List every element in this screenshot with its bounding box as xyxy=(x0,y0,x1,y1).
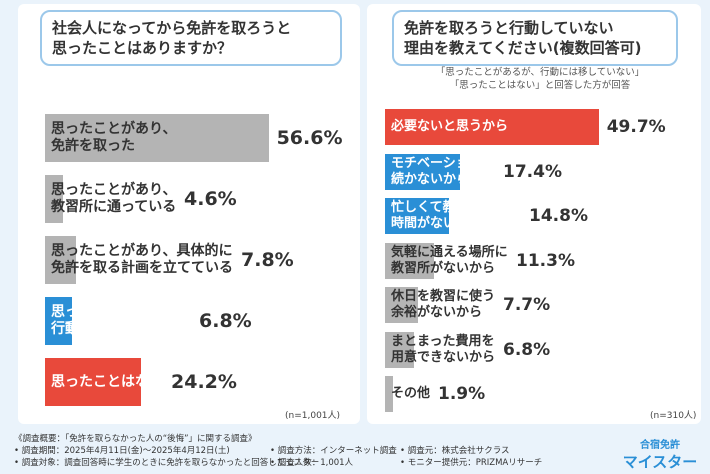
category-label: モチベーションが 続かないから xyxy=(391,155,495,187)
category-label: 思ったことがあり、具体的に 免許を取る計画を立てている xyxy=(51,243,233,276)
category-label: その他 xyxy=(391,386,431,401)
sample-note: (n=1,001人) xyxy=(285,411,341,421)
value-label: 1.9% xyxy=(438,384,486,404)
chart-title: 社会人になってから免許を取ろうと 思ったことはありますか？ xyxy=(40,10,342,66)
bar xyxy=(385,376,394,412)
left-panel xyxy=(18,4,360,424)
bar xyxy=(385,198,449,234)
category-label: 忙しくて教習所に通う 時間がないから xyxy=(391,200,521,231)
value-label: 49.7% xyxy=(606,117,666,137)
footer-item: • 調査人数：1,001人 xyxy=(270,458,354,468)
category-label: 休日を教習に使う 余裕がないから xyxy=(391,289,496,320)
value-label: 11.3% xyxy=(516,250,575,271)
bar xyxy=(385,109,599,145)
logo-bottom: マイスター xyxy=(622,453,698,471)
logo: 合宿免許 マイスター xyxy=(620,436,700,472)
category-label: まとまった費用を 用意できないから xyxy=(391,333,496,365)
category-label: 思ったことがあり、 免許を取った xyxy=(51,121,177,154)
chart-subtitle: 「思ったことがあるが、行動には移していない」 「思ったことはない」と回答した方が… xyxy=(435,67,645,91)
value-label: 56.6% xyxy=(276,127,343,149)
chart-title: 免許を取ろうと行動していない 理由を教えてください(複数回答可) xyxy=(392,10,678,66)
bar xyxy=(385,153,460,190)
bar xyxy=(385,331,415,368)
category-label: 思ったことはない xyxy=(51,373,163,390)
value-label: 4.6% xyxy=(184,188,237,210)
value-label: 24.2% xyxy=(171,371,237,393)
footer-item: • 調査元：株式会社サクラス xyxy=(400,446,510,456)
footer-item: • 調査対象：調査回答時に学生のときに免許を取らなかったと回答したモニター xyxy=(14,458,320,468)
footer-item: • モニター提供元：PRIZMAリサーチ xyxy=(400,458,543,468)
footer-item: • 調査期間：2025年4月11日(金)～2025年4月12日(土) xyxy=(14,446,230,456)
bar xyxy=(385,287,419,323)
value-label: 7.8% xyxy=(241,249,294,271)
category-label: 気軽に通える場所に 教習所がないから xyxy=(391,244,508,276)
bar xyxy=(385,242,434,279)
value-label: 7.7% xyxy=(503,295,551,315)
bar xyxy=(45,114,269,162)
category-label: 思ったことがあり、 教習所に通っている xyxy=(51,182,177,215)
value-label: 6.8% xyxy=(503,339,551,360)
logo-top: 合宿免許 xyxy=(640,440,680,451)
footer-item: • 調査方法：インターネット調査 xyxy=(270,446,397,456)
bar xyxy=(45,236,76,284)
bar xyxy=(45,358,141,406)
footer-heading: 《調査概要：「免許を取らなかった人の“後悔”」に関する調査》 xyxy=(14,434,257,444)
sample-note: (n=310人) xyxy=(650,411,697,421)
value-label: 17.4% xyxy=(503,161,562,182)
bar xyxy=(45,175,64,223)
category-label: 思ったことがあるが、 行動には移していない xyxy=(51,304,191,337)
value-label: 6.8% xyxy=(199,310,252,332)
value-label: 14.8% xyxy=(529,206,588,226)
category-label: 必要ないと思うから xyxy=(391,119,509,134)
bar xyxy=(45,297,72,345)
